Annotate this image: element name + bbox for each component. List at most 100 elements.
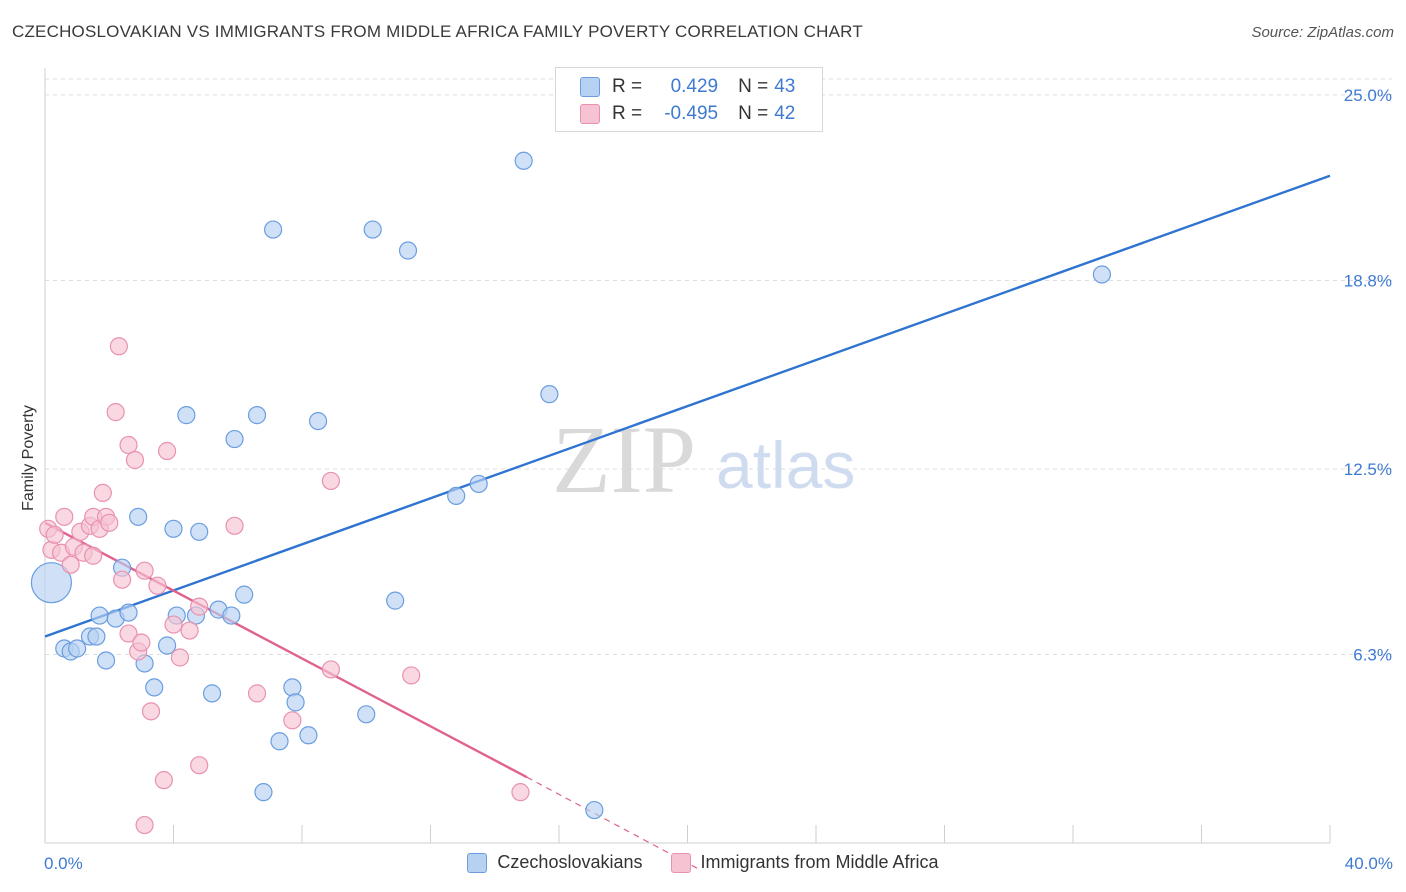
watermark-atlas: atlas xyxy=(716,428,855,502)
point-middle-africa xyxy=(109,337,128,356)
point-czechoslovakians xyxy=(386,591,405,610)
point-middle-africa xyxy=(55,507,74,526)
trend-line-czechoslovakians xyxy=(44,174,1331,638)
point-czechoslovakians xyxy=(222,606,241,625)
point-middle-africa xyxy=(61,555,80,574)
point-middle-africa xyxy=(402,666,421,685)
point-czechoslovakians xyxy=(308,411,328,431)
bottom-legend: Czechoslovakians Immigrants from Middle … xyxy=(0,852,1406,873)
point-middle-africa xyxy=(321,471,341,491)
point-czechoslovakians xyxy=(235,585,254,604)
point-czechoslovakians xyxy=(270,732,289,751)
point-czechoslovakians xyxy=(447,486,466,505)
source-credit: Source: ZipAtlas.com xyxy=(1251,24,1394,41)
point-czechoslovakians xyxy=(177,406,196,425)
legend-r-label: R = xyxy=(612,103,643,124)
point-czechoslovakians xyxy=(263,220,283,239)
point-middle-africa xyxy=(190,756,209,775)
point-czechoslovakians xyxy=(90,606,109,625)
x-tick-label: 0.0% xyxy=(44,854,83,873)
point-middle-africa xyxy=(100,513,119,532)
point-middle-africa xyxy=(135,815,154,835)
point-middle-africa xyxy=(180,621,199,640)
point-czechoslovakians xyxy=(129,507,148,526)
point-middle-africa xyxy=(283,711,302,730)
bottom-legend-label: Immigrants from Middle Africa xyxy=(700,852,939,872)
watermark-zip: ZIP xyxy=(552,406,696,513)
point-middle-africa xyxy=(154,771,173,790)
y-tick-label: 18.8% xyxy=(1344,271,1392,290)
point-czechoslovakians xyxy=(87,627,106,646)
bottom-legend-swatch-blue xyxy=(467,852,488,873)
point-czechoslovakians xyxy=(190,522,209,541)
legend-row-middle-africa: R = -0.495 N = 42 xyxy=(580,101,795,127)
x-tick-label: 40.0% xyxy=(1345,854,1393,873)
legend-swatch-pink xyxy=(580,104,600,124)
x-tick-labels: 0.0% 40.0% xyxy=(44,854,1393,873)
point-middle-africa xyxy=(84,546,103,565)
point-czechoslovakians xyxy=(540,385,559,404)
point-czechoslovakians xyxy=(247,406,267,425)
chart-title: CZECHOSLOVAKIAN VS IMMIGRANTS FROM MIDDL… xyxy=(12,22,863,41)
watermark: ZIP atlas xyxy=(552,406,855,513)
y-tick-label: 12.5% xyxy=(1344,460,1392,479)
bottom-legend-label: Czechoslovakians xyxy=(497,852,643,872)
y-tick-labels: 6.3% 12.5% 18.8% 25.0% xyxy=(1344,86,1392,665)
point-middle-africa xyxy=(119,435,138,455)
point-middle-africa xyxy=(132,633,151,652)
point-middle-africa xyxy=(119,624,138,643)
legend-n-value: 43 xyxy=(774,76,796,97)
legend-r-label: R = xyxy=(612,76,643,97)
data-points xyxy=(30,151,1112,835)
legend-r-value: 0.429 xyxy=(670,76,719,97)
point-czechoslovakians xyxy=(299,726,318,745)
bottom-legend-czechoslovakians: Czechoslovakians xyxy=(467,852,643,873)
point-middle-africa xyxy=(170,648,190,667)
point-middle-africa xyxy=(106,403,125,422)
point-middle-africa xyxy=(157,441,177,461)
legend-row-czechoslovakians: R = 0.429 N = 43 xyxy=(580,74,795,100)
point-middle-africa xyxy=(247,684,267,703)
point-czechoslovakians xyxy=(286,693,305,712)
point-middle-africa xyxy=(141,702,161,721)
bottom-legend-middle-africa: Immigrants from Middle Africa xyxy=(670,852,939,873)
point-middle-africa xyxy=(135,561,154,580)
point-middle-africa xyxy=(148,576,167,595)
legend-n-label: N = xyxy=(738,103,769,124)
y-tick-label: 6.3% xyxy=(1353,645,1392,664)
point-middle-africa xyxy=(164,615,183,634)
point-czechoslovakians xyxy=(1092,265,1112,284)
point-middle-africa xyxy=(321,660,341,679)
point-middle-africa xyxy=(112,570,132,589)
legend-r-value: -0.495 xyxy=(664,103,719,124)
point-czechoslovakians xyxy=(202,684,222,703)
point-czechoslovakians xyxy=(157,636,177,655)
point-czechoslovakians xyxy=(30,562,73,604)
x-ticks xyxy=(44,825,1331,843)
point-czechoslovakians xyxy=(363,220,382,239)
point-czechoslovakians xyxy=(469,474,488,494)
point-czechoslovakians xyxy=(357,705,376,724)
grid-lines xyxy=(45,78,1392,655)
y-axis-title: Family Poverty xyxy=(20,405,37,511)
point-czechoslovakians xyxy=(398,241,418,260)
point-czechoslovakians xyxy=(68,639,87,658)
point-middle-africa xyxy=(511,783,530,802)
point-czechoslovakians xyxy=(254,783,273,802)
point-middle-africa xyxy=(93,483,112,503)
legend: R = 0.429 N = 43 R = -0.495 N = 42 xyxy=(555,67,823,132)
point-czechoslovakians xyxy=(283,678,302,697)
point-czechoslovakians xyxy=(164,519,183,538)
point-czechoslovakians xyxy=(225,429,244,449)
bottom-legend-swatch-pink xyxy=(670,852,691,873)
point-middle-africa xyxy=(225,516,244,535)
point-czechoslovakians xyxy=(585,800,604,820)
point-middle-africa xyxy=(190,597,209,616)
point-czechoslovakians xyxy=(514,151,533,170)
legend-swatch-blue xyxy=(580,77,600,97)
point-middle-africa xyxy=(45,525,64,544)
point-czechoslovakians xyxy=(119,603,138,622)
point-czechoslovakians xyxy=(96,651,116,670)
point-czechoslovakians xyxy=(145,678,164,697)
